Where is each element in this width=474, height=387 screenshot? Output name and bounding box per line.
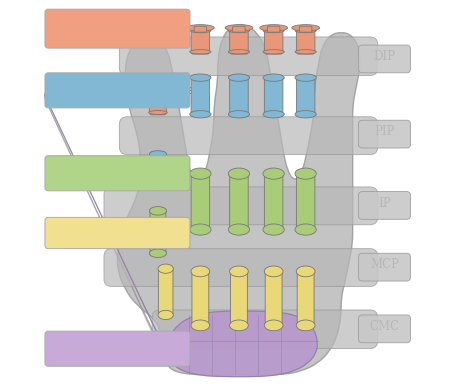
FancyBboxPatch shape xyxy=(264,171,283,232)
Ellipse shape xyxy=(264,320,283,331)
Ellipse shape xyxy=(296,266,315,277)
PathPatch shape xyxy=(0,311,317,387)
Ellipse shape xyxy=(295,50,316,54)
Ellipse shape xyxy=(263,168,284,179)
FancyBboxPatch shape xyxy=(150,152,166,189)
Ellipse shape xyxy=(228,50,250,54)
FancyBboxPatch shape xyxy=(297,269,314,328)
FancyBboxPatch shape xyxy=(300,26,312,32)
Ellipse shape xyxy=(149,91,167,95)
FancyBboxPatch shape xyxy=(296,28,315,54)
Ellipse shape xyxy=(263,74,284,81)
FancyBboxPatch shape xyxy=(45,156,190,191)
PathPatch shape xyxy=(0,25,360,387)
FancyBboxPatch shape xyxy=(45,331,190,366)
Ellipse shape xyxy=(229,320,248,331)
Ellipse shape xyxy=(228,224,250,235)
Ellipse shape xyxy=(186,25,214,31)
FancyBboxPatch shape xyxy=(358,45,410,73)
Ellipse shape xyxy=(228,29,250,33)
FancyBboxPatch shape xyxy=(45,73,190,108)
FancyBboxPatch shape xyxy=(230,171,248,232)
Ellipse shape xyxy=(295,168,316,179)
FancyBboxPatch shape xyxy=(296,171,315,232)
Ellipse shape xyxy=(295,74,316,81)
Ellipse shape xyxy=(263,224,284,235)
FancyBboxPatch shape xyxy=(264,75,283,116)
FancyBboxPatch shape xyxy=(191,171,210,232)
Ellipse shape xyxy=(158,264,173,273)
Ellipse shape xyxy=(295,224,316,235)
Ellipse shape xyxy=(190,168,211,179)
Text: DIP: DIP xyxy=(374,50,396,63)
Ellipse shape xyxy=(190,111,211,118)
FancyBboxPatch shape xyxy=(150,209,166,255)
FancyBboxPatch shape xyxy=(104,248,378,286)
Ellipse shape xyxy=(191,320,210,331)
FancyBboxPatch shape xyxy=(267,26,280,32)
Ellipse shape xyxy=(264,266,283,277)
FancyBboxPatch shape xyxy=(191,75,210,116)
Ellipse shape xyxy=(190,29,211,33)
FancyBboxPatch shape xyxy=(296,75,315,116)
FancyBboxPatch shape xyxy=(194,26,207,32)
Ellipse shape xyxy=(295,111,316,118)
Text: Metacarpals: Metacarpals xyxy=(58,226,132,240)
Ellipse shape xyxy=(228,74,250,81)
Text: IP: IP xyxy=(378,197,391,210)
FancyBboxPatch shape xyxy=(152,89,164,95)
Ellipse shape xyxy=(292,25,319,31)
Ellipse shape xyxy=(149,207,166,215)
FancyBboxPatch shape xyxy=(45,9,190,48)
FancyBboxPatch shape xyxy=(230,28,248,54)
FancyBboxPatch shape xyxy=(264,28,283,54)
FancyBboxPatch shape xyxy=(233,26,245,32)
FancyBboxPatch shape xyxy=(192,269,209,328)
Text: Proximal phalanges: Proximal phalanges xyxy=(58,167,175,180)
Ellipse shape xyxy=(158,310,173,320)
Ellipse shape xyxy=(295,29,316,33)
Ellipse shape xyxy=(296,320,315,331)
FancyBboxPatch shape xyxy=(119,117,378,154)
Text: Intermediate phalanges: Intermediate phalanges xyxy=(58,84,200,97)
Ellipse shape xyxy=(225,25,253,31)
FancyBboxPatch shape xyxy=(230,75,248,116)
Text: Carpals: Carpals xyxy=(58,342,103,355)
Text: Distal phalanges: Distal phalanges xyxy=(58,22,157,35)
Ellipse shape xyxy=(146,88,170,94)
FancyBboxPatch shape xyxy=(230,269,247,328)
Ellipse shape xyxy=(228,111,250,118)
Ellipse shape xyxy=(149,111,167,115)
Ellipse shape xyxy=(149,151,166,157)
FancyBboxPatch shape xyxy=(265,269,282,328)
Text: PIP: PIP xyxy=(374,125,395,138)
Ellipse shape xyxy=(260,25,288,31)
Ellipse shape xyxy=(229,266,248,277)
Text: CMC: CMC xyxy=(370,320,400,333)
Ellipse shape xyxy=(191,266,210,277)
FancyBboxPatch shape xyxy=(158,266,173,317)
Ellipse shape xyxy=(190,74,211,81)
FancyBboxPatch shape xyxy=(119,37,378,75)
FancyBboxPatch shape xyxy=(45,217,190,248)
FancyBboxPatch shape xyxy=(358,120,410,148)
Ellipse shape xyxy=(190,224,211,235)
FancyBboxPatch shape xyxy=(358,192,410,219)
FancyBboxPatch shape xyxy=(358,253,410,281)
Ellipse shape xyxy=(228,168,250,179)
FancyBboxPatch shape xyxy=(152,310,378,349)
FancyBboxPatch shape xyxy=(358,315,410,343)
FancyBboxPatch shape xyxy=(150,91,166,115)
Text: MCP: MCP xyxy=(370,259,399,271)
Ellipse shape xyxy=(263,111,284,118)
Ellipse shape xyxy=(190,50,211,54)
Ellipse shape xyxy=(149,249,166,257)
Ellipse shape xyxy=(149,183,166,190)
Ellipse shape xyxy=(263,50,284,54)
Ellipse shape xyxy=(263,29,284,33)
FancyBboxPatch shape xyxy=(104,187,378,225)
FancyBboxPatch shape xyxy=(191,28,210,54)
